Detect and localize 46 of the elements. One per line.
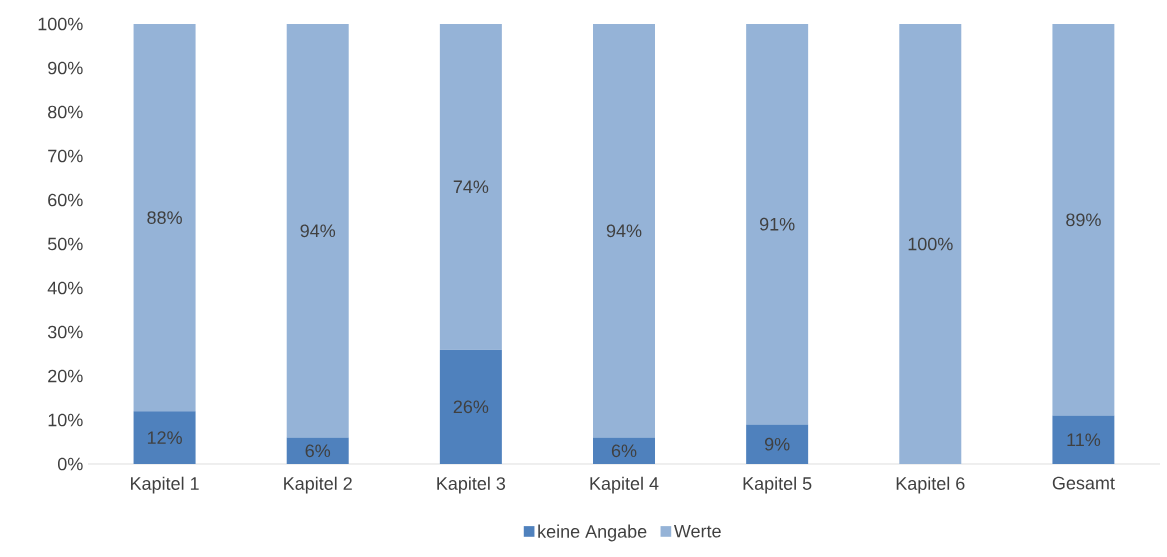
x-tick-label: Kapitel 5	[743, 476, 812, 494]
data-label: 9%	[764, 437, 790, 451]
legend-label: Werte	[673, 524, 721, 538]
legend-label: keine Angabe	[538, 524, 647, 542]
data-label: 74%	[453, 180, 489, 194]
bar	[439, 349, 502, 464]
bar	[593, 437, 655, 464]
y-tick-label: 60%	[48, 193, 83, 207]
y-tick-label: 0%	[57, 457, 83, 471]
data-label: 88%	[147, 211, 182, 224]
x-tick-label: Kapitel 6	[896, 476, 965, 494]
bar	[899, 24, 962, 464]
data-label: 91%	[759, 217, 795, 231]
x-tick-label: Gesamt	[1052, 476, 1115, 490]
y-tick-label: 50%	[47, 237, 83, 251]
x-tick-label: Kapitel 2	[284, 476, 352, 494]
data-label: 94%	[606, 224, 642, 238]
bar	[746, 24, 809, 425]
y-tick-label: 10%	[48, 413, 83, 427]
y-tick-label: 30%	[47, 325, 83, 339]
y-tick-label: 40%	[47, 281, 83, 295]
bar	[1052, 24, 1115, 416]
bar	[286, 437, 349, 464]
y-tick-label: 70%	[48, 149, 83, 163]
bar	[286, 24, 349, 438]
bar	[746, 424, 809, 464]
y-tick-label: 20%	[48, 369, 83, 383]
data-label: 89%	[1066, 213, 1101, 227]
x-tick-label: Kapitel 3	[437, 476, 506, 494]
bar	[593, 24, 655, 438]
bar	[133, 24, 196, 412]
data-label: 94%	[300, 224, 336, 238]
y-tick-label: 100%	[38, 17, 83, 31]
x-tick-label: Kapitel 4	[590, 476, 659, 494]
data-label: 12%	[147, 431, 182, 444]
bar	[133, 411, 196, 464]
data-label: 6%	[611, 444, 637, 458]
x-tick-label: Kapitel 1	[131, 476, 199, 494]
data-label: 26%	[453, 400, 489, 414]
y-tick-label: 80%	[48, 105, 83, 119]
data-label: 6%	[305, 444, 331, 458]
y-tick-label: 90%	[48, 61, 83, 75]
data-label: 11%	[1067, 433, 1101, 447]
data-label: 100%	[908, 237, 953, 251]
bar	[439, 24, 502, 350]
bar	[1052, 415, 1115, 464]
